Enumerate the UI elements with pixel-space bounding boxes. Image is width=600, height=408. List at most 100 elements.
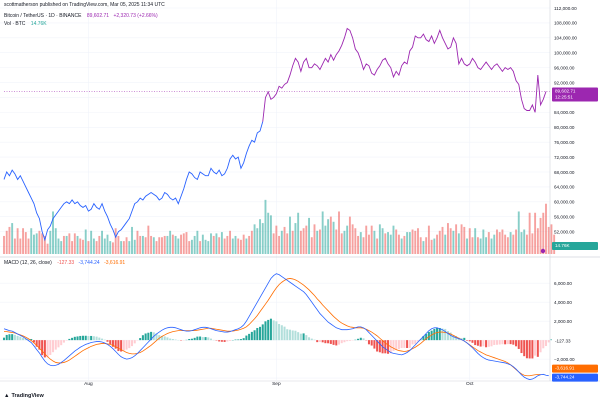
macd-histogram-bar (496, 340, 498, 345)
volume-bar (477, 237, 479, 254)
macd-histogram-bar (82, 336, 84, 340)
volume-bar (327, 219, 329, 254)
volume-bar (134, 240, 136, 254)
volume-bar (284, 227, 286, 254)
volume-bar (186, 232, 188, 254)
volume-bar (403, 236, 405, 254)
volume-bar (164, 236, 166, 254)
volume-bar (499, 232, 501, 254)
macd-histogram-bar (17, 336, 19, 340)
price-line-segment (4, 122, 263, 240)
volume-bar (183, 233, 185, 254)
volume-bar (461, 224, 463, 254)
price-tick-label: 104,000.00 (554, 36, 577, 41)
macd-histogram-bar (87, 336, 89, 340)
volume-bar (205, 240, 207, 254)
price-line-segment (263, 29, 546, 122)
macd-histogram-bar (414, 340, 416, 344)
macd-histogram-bar (294, 331, 296, 340)
volume-bar (235, 236, 237, 254)
volume-bar (452, 231, 454, 254)
macd-histogram-bar (433, 329, 435, 340)
macd-histogram-bar (297, 332, 299, 340)
volume-bar (177, 239, 179, 254)
macd-histogram-bar (346, 340, 348, 341)
macd-histogram-bar (60, 340, 62, 345)
volume-bar (316, 231, 318, 254)
volume-bar (226, 236, 228, 254)
macd-histogram-bar (281, 325, 283, 340)
macd-histogram-bar (202, 337, 204, 340)
macd-label[interactable]: MACD (12, 26, close) (4, 260, 52, 266)
tradingview-logo[interactable]: ▲TradingView (4, 393, 44, 399)
volume-bar (142, 236, 144, 254)
volume-bar (431, 240, 433, 254)
price-tick-label: 52,000.00 (554, 229, 575, 234)
volume-bar (66, 236, 68, 254)
volume-bar (523, 230, 525, 254)
volume-bar (3, 236, 5, 254)
volume-bar (365, 226, 367, 254)
volume-bar (221, 232, 223, 254)
macd-histogram-bar (166, 337, 168, 340)
macd-tick-label: 2,000.00 (554, 319, 572, 324)
macd-histogram-bar (240, 339, 242, 340)
volume-bar (300, 231, 302, 254)
macd-histogram-bar (542, 340, 544, 348)
volume-bar (409, 232, 411, 254)
macd-histogram-bar (463, 338, 465, 340)
volume-bar (294, 223, 296, 254)
macd-histogram-bar (284, 327, 286, 340)
price-tick-label: 60,000.00 (554, 200, 575, 205)
date-tick-label: Aug (84, 381, 93, 387)
macd-histogram-bar (316, 340, 318, 342)
macd-histogram-bar (245, 336, 247, 341)
volume-bars (3, 200, 555, 254)
macd-histogram-bar (256, 328, 258, 340)
volume-bar (474, 228, 476, 254)
volume-bar (166, 236, 168, 254)
volume-bar (232, 239, 234, 254)
volume-bar (346, 226, 348, 254)
axes: 112,000.00108,000.00104,000.00100,000.00… (0, 0, 600, 387)
macd-histogram-bar (8, 334, 10, 340)
volume-bar (191, 240, 193, 254)
volume-bar (11, 223, 13, 254)
volume-bar (450, 228, 452, 254)
volume-bar (41, 233, 43, 254)
macd-histogram-bar (395, 340, 397, 349)
macd-histogram-bar (466, 340, 468, 341)
grid (0, 0, 600, 380)
volume-bar (85, 230, 87, 254)
symbol-title[interactable]: Bitcoin / TetherUS · 1D · BINANCE (4, 13, 81, 19)
macd-histogram-bar (330, 340, 332, 344)
volume-label[interactable]: Vol · BTC (4, 21, 25, 27)
volume-bar (439, 231, 441, 254)
macd-histogram-bar (142, 335, 144, 340)
macd-histogram-bar (243, 338, 245, 340)
macd-line-value: -3,744.24 (79, 260, 100, 266)
macd-histogram-bar (6, 335, 8, 340)
price-tick-label: 64,000.00 (554, 185, 575, 190)
price-tick-label: 80,000.00 (554, 125, 575, 130)
volume-bar (510, 232, 512, 254)
macd-histogram-bar (248, 334, 250, 340)
volume-bar (289, 217, 291, 254)
macd-histogram-bar (341, 340, 343, 343)
macd-histogram-bar (68, 339, 70, 340)
volume-bar (515, 230, 517, 254)
volume-bar (158, 237, 160, 254)
price-tick-label: 84,000.00 (554, 110, 575, 115)
macd-histogram-bar (96, 337, 98, 341)
macd-histogram-bar (548, 340, 550, 342)
macd-header: MACD (12, 26, close) -127.33 -3,744.24 -… (4, 260, 125, 266)
macd-histogram-bar (357, 339, 359, 340)
macd-histogram-bar (49, 340, 51, 355)
volume-bar (507, 237, 509, 254)
macd-histogram-bar (199, 337, 201, 341)
macd-histogram-bar (333, 340, 335, 345)
macd-tick-label: −2,000.00 (554, 357, 575, 362)
macd-histogram-bar (474, 340, 476, 345)
macd-histogram-bar (545, 340, 547, 346)
